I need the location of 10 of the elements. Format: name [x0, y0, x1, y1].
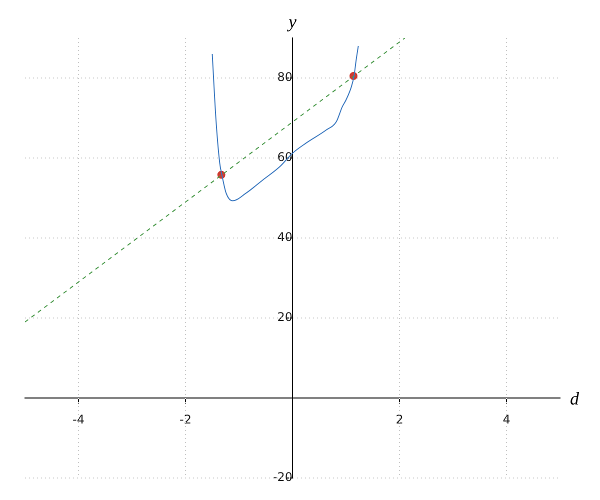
- y-tick-label: 40: [277, 230, 292, 244]
- y-tick-label: -20: [272, 470, 292, 484]
- y-tick-label: 80: [277, 70, 292, 84]
- x-tick-label: 4: [502, 412, 510, 426]
- y-tick-label: 20: [277, 310, 292, 324]
- line-series: [212, 46, 359, 202]
- y-axis-title: y: [286, 12, 296, 32]
- x-axis-title: d: [570, 388, 580, 409]
- x-tick-label: -4: [72, 412, 84, 426]
- x-tick-label: -2: [180, 412, 192, 426]
